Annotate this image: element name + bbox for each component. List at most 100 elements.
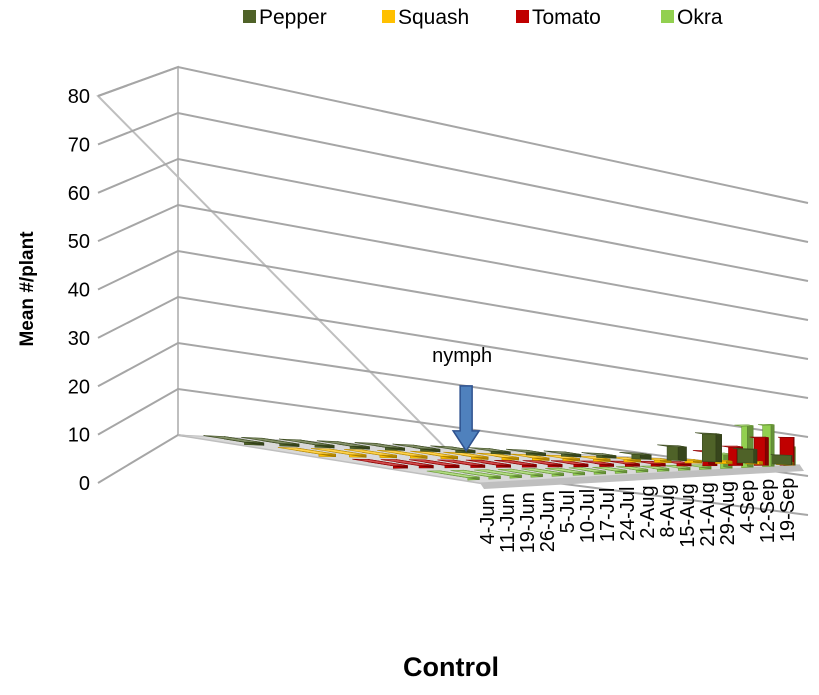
bar-pepper — [354, 442, 406, 451]
x-tick-label: 4-Sep — [737, 480, 759, 533]
x-tick-label: 11-Jun — [497, 493, 519, 553]
bar-pepper — [241, 437, 300, 447]
legend-label: Squash — [398, 6, 469, 29]
x-tick-label: 26-Jun — [537, 491, 559, 552]
bar-pepper — [279, 438, 335, 449]
x-tick-label: 15-Aug — [677, 483, 699, 548]
bar-pepper — [203, 435, 265, 446]
bar-pepper — [430, 445, 476, 454]
bar-tomato — [409, 459, 460, 469]
bar-squash — [310, 448, 367, 458]
bar-pepper — [695, 432, 722, 463]
floor-edge — [480, 465, 804, 489]
legend-swatch — [661, 10, 674, 23]
bar-okra — [474, 469, 522, 479]
gridline — [97, 341, 809, 438]
legend-item-squash: Squash — [382, 6, 469, 29]
legend-label: Okra — [677, 6, 723, 29]
gridline — [97, 249, 809, 360]
bar-pepper — [581, 452, 617, 459]
gridline — [97, 157, 809, 282]
bar-pepper — [543, 450, 582, 458]
bar-tomato — [494, 459, 537, 468]
bar-pepper — [468, 447, 511, 455]
legend-label: Tomato — [532, 6, 601, 29]
chart-bars — [203, 423, 796, 481]
bar-squash — [542, 454, 580, 462]
annotation-arrow — [451, 385, 481, 453]
bar-tomato — [550, 460, 589, 468]
x-tick-label: 4-Jun — [477, 494, 499, 544]
x-tick-label: 2-Aug — [637, 485, 659, 538]
gridline — [97, 111, 809, 243]
bar-tomato — [465, 459, 511, 468]
bar-tomato — [749, 436, 769, 466]
bar-tomato — [437, 459, 486, 468]
bar-pepper — [732, 447, 758, 464]
legend-label: Pepper — [259, 6, 327, 29]
y-tick-label: 40 — [68, 280, 90, 302]
y-tick-label: 0 — [79, 473, 90, 495]
bar-squash — [344, 449, 397, 459]
y-tick-label: 10 — [68, 425, 90, 447]
bar-squash — [575, 455, 611, 462]
y-tick-label: 60 — [68, 183, 90, 205]
x-tick-label: 24-Jul — [617, 487, 639, 541]
legend-item-okra: Okra — [661, 6, 723, 29]
x-tick-label: 29-Aug — [717, 481, 739, 546]
bar-okra — [545, 467, 585, 476]
x-axis-ticks: 4-Jun11-Jun19-Jun26-Jun5-Jul10-Jul17-Jul… — [477, 478, 799, 554]
bar-tomato — [636, 460, 666, 467]
left-wall — [96, 65, 483, 485]
y-axis-ticks: 0 10 20 30 40 50 60 70 80 — [68, 86, 90, 495]
bar-okra — [497, 468, 543, 478]
bar-okra — [663, 464, 691, 471]
bar-okra — [450, 469, 501, 480]
y-tick-label: 70 — [68, 134, 90, 156]
y-tick-label: 80 — [68, 86, 90, 108]
y-tick-label: 30 — [68, 328, 90, 350]
x-axis-label: Control — [403, 652, 499, 682]
x-tick-label: 17-Jul — [597, 488, 619, 542]
bar-pepper — [505, 448, 546, 457]
chart-walls — [96, 65, 809, 516]
bar-tomato — [607, 460, 640, 467]
bar-squash — [509, 453, 550, 461]
bar-pepper — [316, 440, 370, 450]
bar-squash — [277, 447, 336, 458]
legend-swatch — [243, 10, 256, 23]
x-tick-label: 19-Sep — [777, 478, 799, 542]
bar-pepper — [392, 443, 441, 453]
legend: Pepper Squash Tomato Okra — [243, 6, 723, 29]
bar-okra — [426, 470, 480, 481]
y-tick-label: 50 — [68, 231, 90, 253]
legend-item-pepper: Pepper — [243, 6, 327, 29]
bar-okra — [521, 468, 564, 477]
bar-tomato — [352, 458, 408, 469]
gridline — [97, 203, 809, 321]
legend-swatch — [516, 10, 529, 23]
bar-okra — [568, 467, 607, 475]
bar-pepper — [619, 452, 652, 460]
y-axis-label: Mean #/plant — [17, 231, 38, 347]
annotation: nymph — [432, 345, 492, 453]
y-tick-label: 20 — [68, 376, 90, 398]
x-tick-label: 21-Aug — [697, 482, 719, 546]
bar-tomato — [380, 459, 434, 469]
legend-item-tomato: Tomato — [516, 6, 601, 29]
bar-okra — [592, 466, 628, 474]
bar-pepper — [657, 444, 687, 462]
x-tick-label: 12-Sep — [757, 479, 779, 544]
legend-swatch — [382, 10, 395, 23]
bar-squash — [410, 450, 458, 460]
gridline — [97, 65, 809, 204]
gridline — [97, 387, 809, 477]
x-tick-label: 19-Jun — [517, 492, 539, 553]
bar-pepper — [770, 454, 793, 466]
gridline — [97, 295, 809, 399]
x-tick-label: 5-Jul — [557, 490, 579, 533]
annotation-label: nymph — [432, 345, 492, 367]
x-tick-label: 10-Jul — [577, 489, 599, 543]
x-tick-label: 8-Aug — [657, 484, 679, 537]
